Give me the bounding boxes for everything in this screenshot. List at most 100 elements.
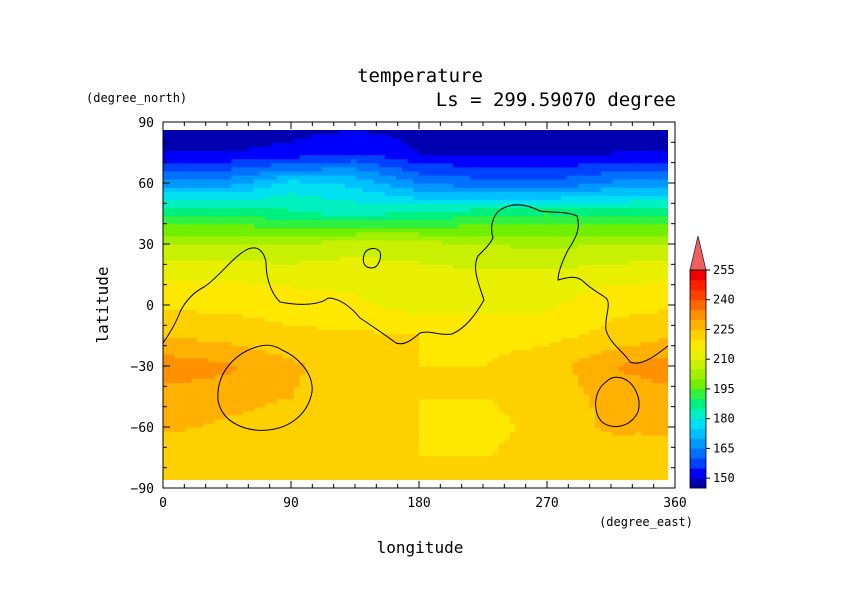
heatmap-cell	[492, 321, 500, 326]
heatmap-cell	[504, 309, 511, 314]
heatmap-cell	[481, 276, 488, 282]
heatmap-cell	[350, 280, 358, 286]
heatmap-cell	[464, 422, 471, 428]
heatmap-cell	[191, 264, 198, 269]
heatmap-cell	[544, 455, 551, 461]
heatmap-cell	[555, 451, 562, 457]
heatmap-cell	[623, 418, 631, 424]
heatmap-cell	[310, 317, 318, 322]
heatmap-cell	[578, 390, 585, 396]
heatmap-cell	[458, 357, 466, 363]
heatmap-cell	[345, 414, 352, 420]
heatmap-cell	[401, 406, 409, 412]
heatmap-cell	[356, 349, 363, 355]
heatmap-cell	[657, 398, 665, 404]
heatmap-cell	[282, 284, 289, 290]
heatmap-cell	[293, 479, 301, 480]
heatmap-cell	[481, 349, 488, 355]
heatmap-cell	[248, 475, 255, 480]
heatmap-cell	[362, 333, 369, 339]
heatmap-cell	[282, 272, 289, 278]
heatmap-cell	[532, 467, 540, 473]
heatmap-cell	[379, 455, 386, 461]
heatmap-cell	[197, 329, 204, 335]
heatmap-cell	[396, 475, 403, 480]
heatmap-cell	[293, 280, 301, 286]
heatmap-cell	[458, 329, 466, 335]
heatmap-cell	[208, 329, 215, 335]
heatmap-cell	[356, 427, 363, 432]
heatmap-cell	[185, 435, 193, 440]
heatmap-cell	[521, 288, 528, 294]
heatmap-cell	[635, 459, 642, 465]
heatmap-cell	[555, 317, 562, 322]
heatmap-cell	[623, 451, 631, 457]
heatmap-cell	[544, 435, 551, 440]
heatmap-cell	[492, 378, 500, 383]
heatmap-cell	[288, 431, 295, 436]
heatmap-cell	[538, 435, 545, 440]
heatmap-cell	[510, 341, 517, 347]
heatmap-cell	[635, 467, 642, 473]
heatmap-cell	[441, 386, 449, 391]
heatmap-cell	[327, 394, 335, 400]
heatmap-cell	[635, 386, 642, 391]
heatmap-cell	[259, 378, 266, 383]
heatmap-cell	[606, 333, 614, 339]
heatmap-cell	[453, 337, 460, 343]
heatmap-cell	[441, 439, 449, 444]
heatmap-cell	[498, 353, 505, 359]
heatmap-cell	[197, 264, 204, 269]
heatmap-cell	[447, 431, 454, 436]
heatmap-cell	[635, 398, 642, 404]
heatmap-cell	[606, 313, 614, 318]
heatmap-cell	[390, 382, 397, 387]
heatmap-cell	[544, 451, 551, 457]
heatmap-cell	[254, 317, 261, 322]
heatmap-cell	[606, 410, 614, 416]
heatmap-cell	[197, 435, 204, 440]
heatmap-cell	[618, 321, 625, 326]
heatmap-cell	[407, 471, 414, 477]
heatmap-cell	[316, 435, 323, 440]
heatmap-cell	[578, 305, 585, 310]
heatmap-cell	[345, 447, 352, 452]
heatmap-cell	[191, 345, 198, 351]
heatmap-cell	[453, 272, 460, 278]
heatmap-cell	[447, 374, 454, 379]
heatmap-cell	[544, 439, 551, 444]
heatmap-cell	[236, 260, 244, 265]
heatmap-cell	[345, 390, 352, 396]
heatmap-cell	[407, 272, 414, 278]
heatmap-cell	[208, 418, 215, 424]
heatmap-cell	[566, 374, 574, 379]
heatmap-cell	[310, 406, 318, 412]
heatmap-cell	[390, 272, 397, 278]
heatmap-cell	[310, 341, 318, 347]
heatmap-cell	[259, 321, 266, 326]
heatmap-cell	[595, 337, 602, 343]
heatmap-cell	[629, 427, 636, 432]
heatmap-cell	[441, 300, 449, 306]
heatmap-cell	[401, 435, 409, 440]
heatmap-cell	[589, 288, 596, 294]
heatmap-cell	[180, 374, 187, 379]
heatmap-cell	[453, 300, 460, 306]
heatmap-cell	[481, 410, 488, 416]
heatmap-cell	[396, 268, 403, 274]
heatmap-cell	[163, 467, 170, 473]
heatmap-cell	[333, 353, 340, 359]
heatmap-cell	[470, 264, 477, 269]
heatmap-cell	[544, 268, 551, 274]
heatmap-cell	[202, 329, 210, 335]
heatmap-cell	[254, 374, 261, 379]
heatmap-cell	[180, 341, 187, 347]
heatmap-cell	[487, 268, 494, 274]
heatmap-cell	[464, 288, 471, 294]
heatmap-cell	[265, 284, 272, 290]
heatmap-cell	[663, 333, 668, 339]
heatmap-cell	[606, 361, 614, 367]
heatmap-cell	[430, 292, 437, 298]
heatmap-cell	[618, 370, 625, 375]
heatmap-cell	[629, 329, 636, 335]
